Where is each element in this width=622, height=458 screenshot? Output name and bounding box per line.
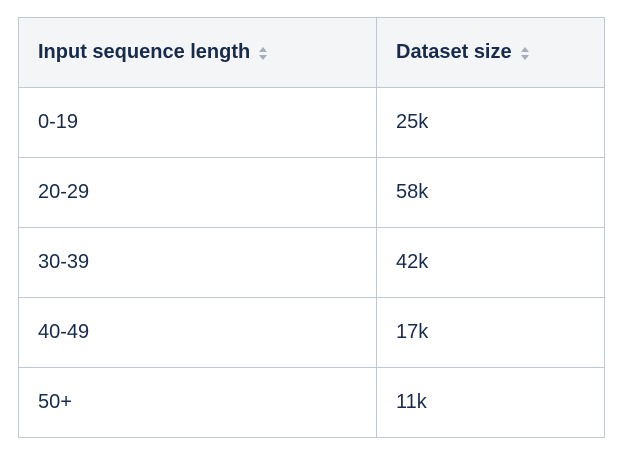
column-header-dataset-size[interactable]: Dataset size bbox=[376, 17, 605, 88]
table-cell-dataset-size: 11k bbox=[376, 367, 605, 438]
table-cell-sequence-length: 50+ bbox=[18, 367, 377, 438]
table-cell-sequence-length: 30-39 bbox=[18, 227, 377, 298]
table-row: 20-29 58k bbox=[18, 157, 605, 228]
table-row: 30-39 42k bbox=[18, 227, 605, 298]
table-cell-dataset-size: 42k bbox=[376, 227, 605, 298]
sort-arrows-icon bbox=[259, 47, 268, 60]
column-header-label: Input sequence length bbox=[38, 41, 251, 63]
column-header-input-sequence-length[interactable]: Input sequence length bbox=[18, 17, 377, 88]
table-cell-dataset-size: 58k bbox=[376, 157, 605, 228]
table-cell-dataset-size: 17k bbox=[376, 297, 605, 368]
table-row: 50+ 11k bbox=[18, 367, 605, 438]
table-row: 40-49 17k bbox=[18, 297, 605, 368]
table-cell-sequence-length: 20-29 bbox=[18, 157, 377, 228]
sort-arrows-icon bbox=[520, 47, 529, 60]
column-header-label: Dataset size bbox=[396, 41, 512, 63]
data-table: Input sequence length Dataset size bbox=[18, 17, 605, 438]
table-cell-sequence-length: 40-49 bbox=[18, 297, 377, 368]
table-cell-sequence-length: 0-19 bbox=[18, 87, 377, 158]
table-row: 0-19 25k bbox=[18, 87, 605, 158]
header-row: Input sequence length Dataset size bbox=[18, 17, 605, 88]
table-cell-dataset-size: 25k bbox=[376, 87, 605, 158]
